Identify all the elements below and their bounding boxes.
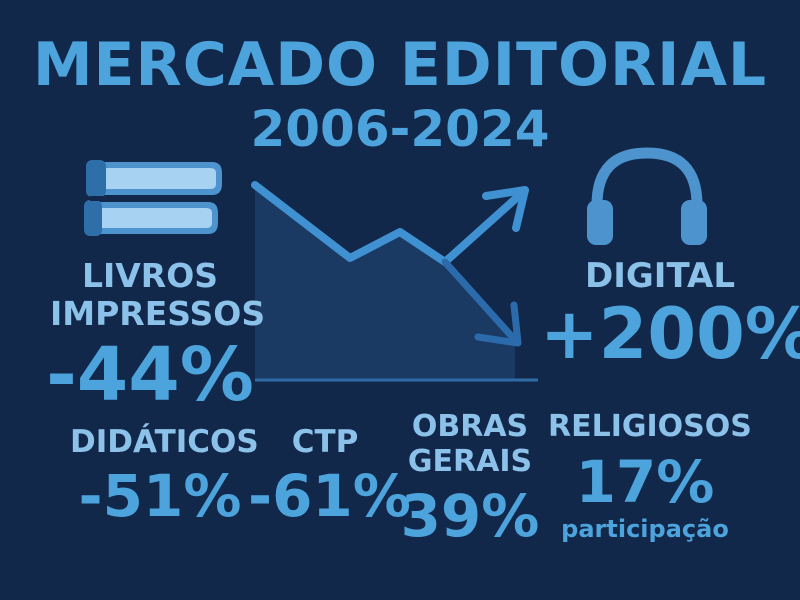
digital-value: +200%: [540, 293, 800, 375]
religiosos-label: RELIGIOSOS: [548, 409, 752, 444]
ctp-label: CTP: [291, 424, 359, 460]
printed-books-label-line1: LIVROS: [81, 256, 219, 295]
obras-gerais-value: 39%: [400, 482, 540, 550]
books-icon: [84, 160, 222, 236]
printed-books-label-line2: IMPRESSOS: [50, 293, 266, 333]
ctp-value: -61%: [248, 462, 411, 530]
headphones-icon: [587, 147, 707, 245]
obras-gerais-label-line2: GERAIS: [407, 443, 533, 479]
obras-gerais-label: OBRAS GERAIS: [400, 409, 540, 479]
printed-books-label: LIVROS IMPRESSOS: [50, 256, 266, 333]
printed-books-value: -44%: [46, 332, 254, 418]
didaticos-value: -51%: [78, 462, 242, 530]
religiosos-note: participação: [561, 515, 729, 543]
year-range: 2006-2024: [250, 100, 550, 158]
religiosos-value: 17%: [575, 448, 715, 516]
didaticos-label: DIDÁTICOS: [70, 424, 259, 460]
digital-label: DIGITAL: [585, 256, 735, 296]
infographic-title: MERCADO EDITORIAL: [32, 30, 768, 100]
obras-gerais-label-line1: OBRAS: [411, 409, 529, 444]
